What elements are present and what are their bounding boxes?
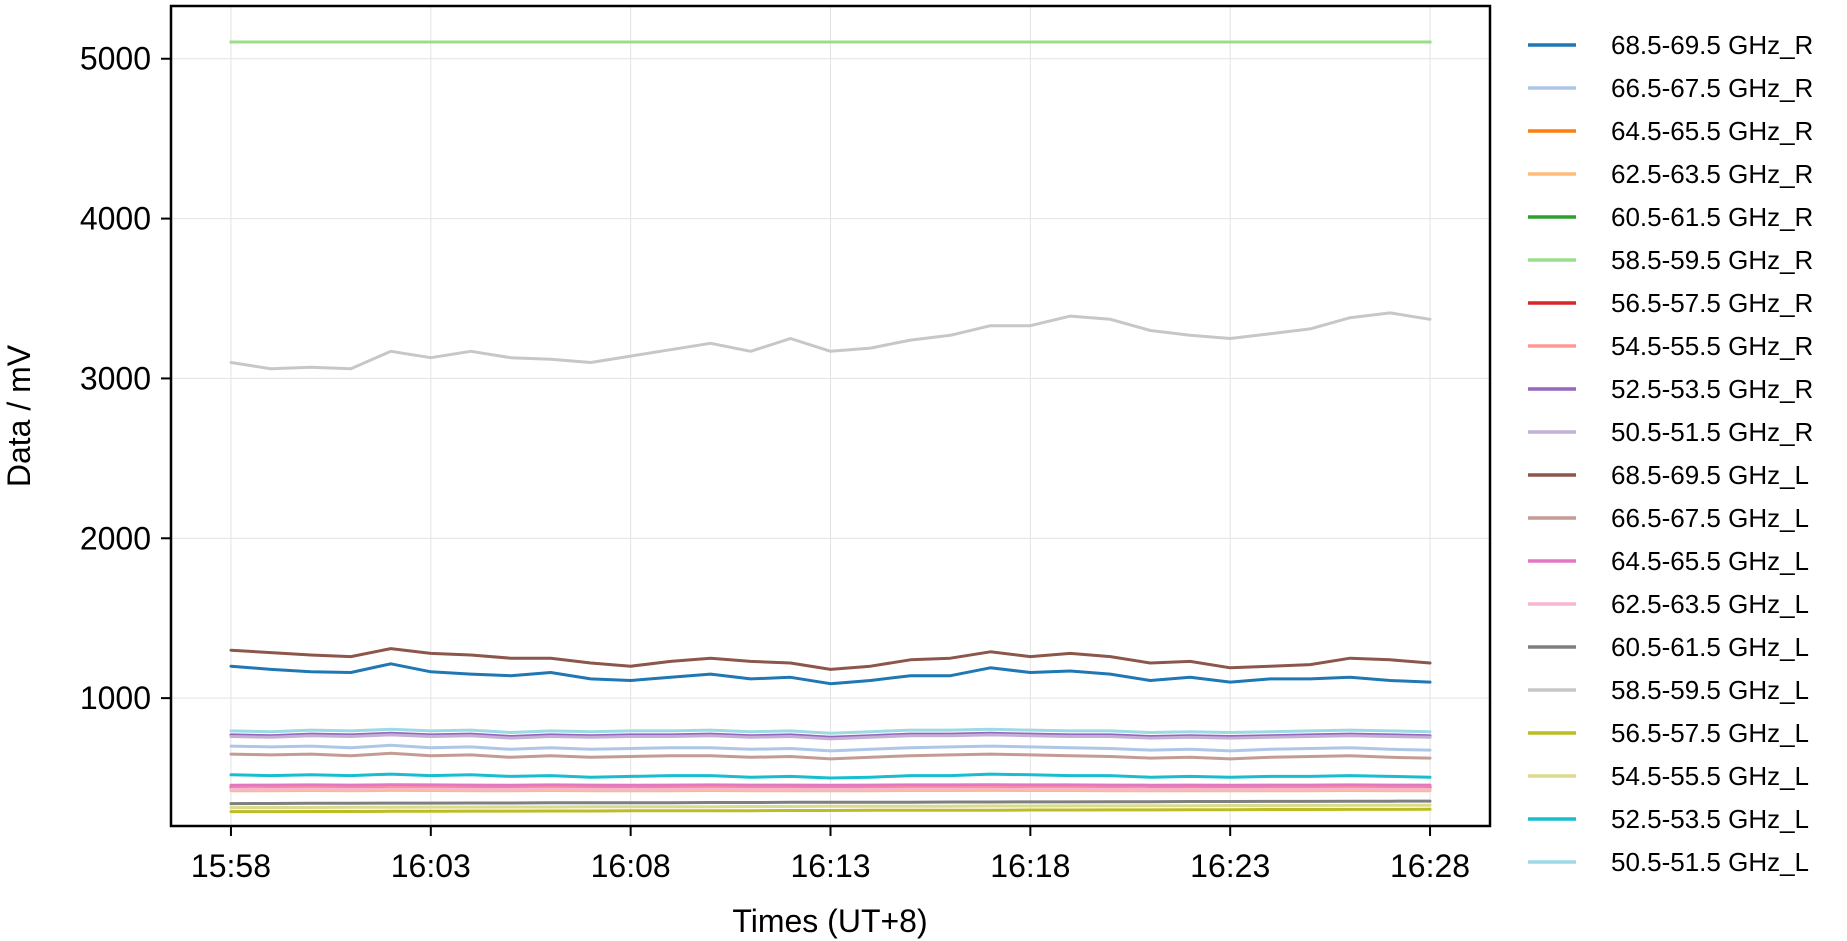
series-line-52-5-53-5-ghz-r [229, 731, 1432, 739]
series-line-58-5-59-5-ghz-l [229, 311, 1432, 371]
y-axis-title: Data / mV [1, 344, 37, 487]
legend-label: 62.5-63.5 GHz_R [1611, 159, 1813, 189]
legend-label: 56.5-57.5 GHz_R [1611, 288, 1813, 318]
legend-label: 68.5-69.5 GHz_R [1611, 30, 1813, 60]
legend-label: 60.5-61.5 GHz_L [1611, 632, 1809, 662]
x-tick-label: 16:18 [990, 848, 1070, 884]
series-line-60-5-61-5-ghz-l [229, 799, 1432, 806]
legend-label: 66.5-67.5 GHz_R [1611, 73, 1813, 103]
series-line-50-5-51-5-ghz-r [229, 733, 1432, 741]
legend-label: 64.5-65.5 GHz_L [1611, 546, 1809, 576]
legend-label: 54.5-55.5 GHz_R [1611, 331, 1813, 361]
x-tick-label: 16:23 [1190, 848, 1270, 884]
legend: 68.5-69.5 GHz_R 66.5-67.5 GHz_R 64.5-65.5 … [1528, 30, 1813, 877]
y-tick-label: 5000 [80, 41, 151, 77]
legend-label: 64.5-65.5 GHz_R [1611, 116, 1813, 146]
y-tick-label: 2000 [80, 520, 151, 556]
series-line-52-5-53-5-ghz-l [229, 772, 1432, 780]
series-line-66-5-67-5-ghz-r [229, 743, 1432, 753]
series-line-66-5-67-5-ghz-l [229, 751, 1432, 761]
legend-label: 52.5-53.5 GHz_R [1611, 374, 1813, 404]
series-line-56-5-57-5-ghz-l [229, 807, 1432, 814]
y-axis: 1000 2000 3000 4000 5000 [80, 41, 171, 716]
gridlines [171, 6, 1490, 826]
x-tick-label: 15:58 [191, 848, 271, 884]
legend-label: 62.5-63.5 GHz_L [1611, 589, 1809, 619]
legend-label: 68.5-69.5 GHz_L [1611, 460, 1809, 490]
legend-label: 58.5-59.5 GHz_R [1611, 245, 1813, 275]
plot-series [229, 40, 1432, 814]
series-line-68-5-69-5-ghz-l [229, 647, 1432, 671]
legend-label: 58.5-59.5 GHz_L [1611, 675, 1809, 705]
legend-label: 66.5-67.5 GHz_L [1611, 503, 1809, 533]
series-line-68-5-69-5-ghz-r [229, 662, 1432, 686]
series-line-50-5-51-5-ghz-l [229, 727, 1432, 735]
x-tick-label: 16:28 [1390, 848, 1470, 884]
legend-label: 54.5-55.5 GHz_L [1611, 761, 1809, 791]
legend-label: 56.5-57.5 GHz_L [1611, 718, 1809, 748]
y-tick-label: 1000 [80, 680, 151, 716]
y-tick-label: 3000 [80, 360, 151, 396]
x-tick-label: 16:13 [790, 848, 870, 884]
x-tick-label: 16:08 [591, 848, 671, 884]
x-tick-label: 16:03 [391, 848, 471, 884]
legend-label: 52.5-53.5 GHz_L [1611, 804, 1809, 834]
series-line-54-5-55-5-ghz-l [229, 803, 1432, 810]
legend-label: 50.5-51.5 GHz_L [1611, 847, 1809, 877]
legend-label: 60.5-61.5 GHz_R [1611, 202, 1813, 232]
legend-label: 50.5-51.5 GHz_R [1611, 417, 1813, 447]
x-axis: 15:58 16:03 16:08 16:13 16:18 16:23 16:28 [191, 826, 1470, 884]
x-axis-title: Times (UT+8) [732, 903, 927, 939]
y-tick-label: 4000 [80, 201, 151, 237]
